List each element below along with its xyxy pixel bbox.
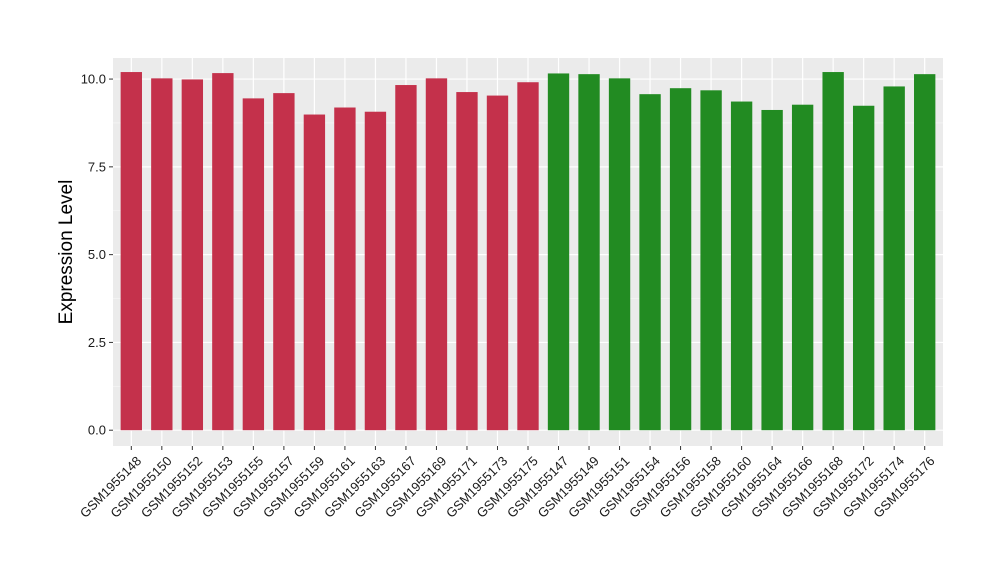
bar <box>120 72 142 431</box>
x-axis: GSM1955148GSM1955150GSM1955152GSM1955153… <box>77 446 938 521</box>
bar <box>334 107 356 431</box>
y-tick-label: 5.0 <box>88 247 106 262</box>
bar <box>151 78 173 431</box>
bar <box>486 95 509 431</box>
y-tick-label: 2.5 <box>88 335 106 350</box>
bar <box>639 94 661 431</box>
bar <box>547 73 570 431</box>
bar <box>852 105 875 431</box>
bar <box>791 104 814 431</box>
bar <box>425 78 448 431</box>
bar <box>303 114 326 431</box>
bar <box>273 93 295 431</box>
y-tick-label: 7.5 <box>88 159 106 174</box>
bar <box>242 98 265 431</box>
bar <box>212 73 234 431</box>
bar <box>883 86 905 431</box>
y-axis: 0.0 2.5 5.0 7.5 10.0 <box>81 72 113 438</box>
bar <box>517 82 539 431</box>
y-tick-label: 10.0 <box>81 72 106 87</box>
bar <box>700 90 722 431</box>
bar <box>456 92 478 431</box>
bar <box>578 74 600 431</box>
bar <box>761 109 783 431</box>
bar <box>914 74 936 431</box>
bar <box>608 78 631 431</box>
bar <box>730 101 753 431</box>
y-tick-label: 0.0 <box>88 423 106 438</box>
bar <box>669 88 692 431</box>
bar <box>395 85 417 431</box>
bar <box>364 111 387 431</box>
bars-group <box>120 72 936 431</box>
bar <box>822 72 844 431</box>
bar <box>181 79 204 431</box>
y-axis-title: Expression Level <box>56 180 77 325</box>
